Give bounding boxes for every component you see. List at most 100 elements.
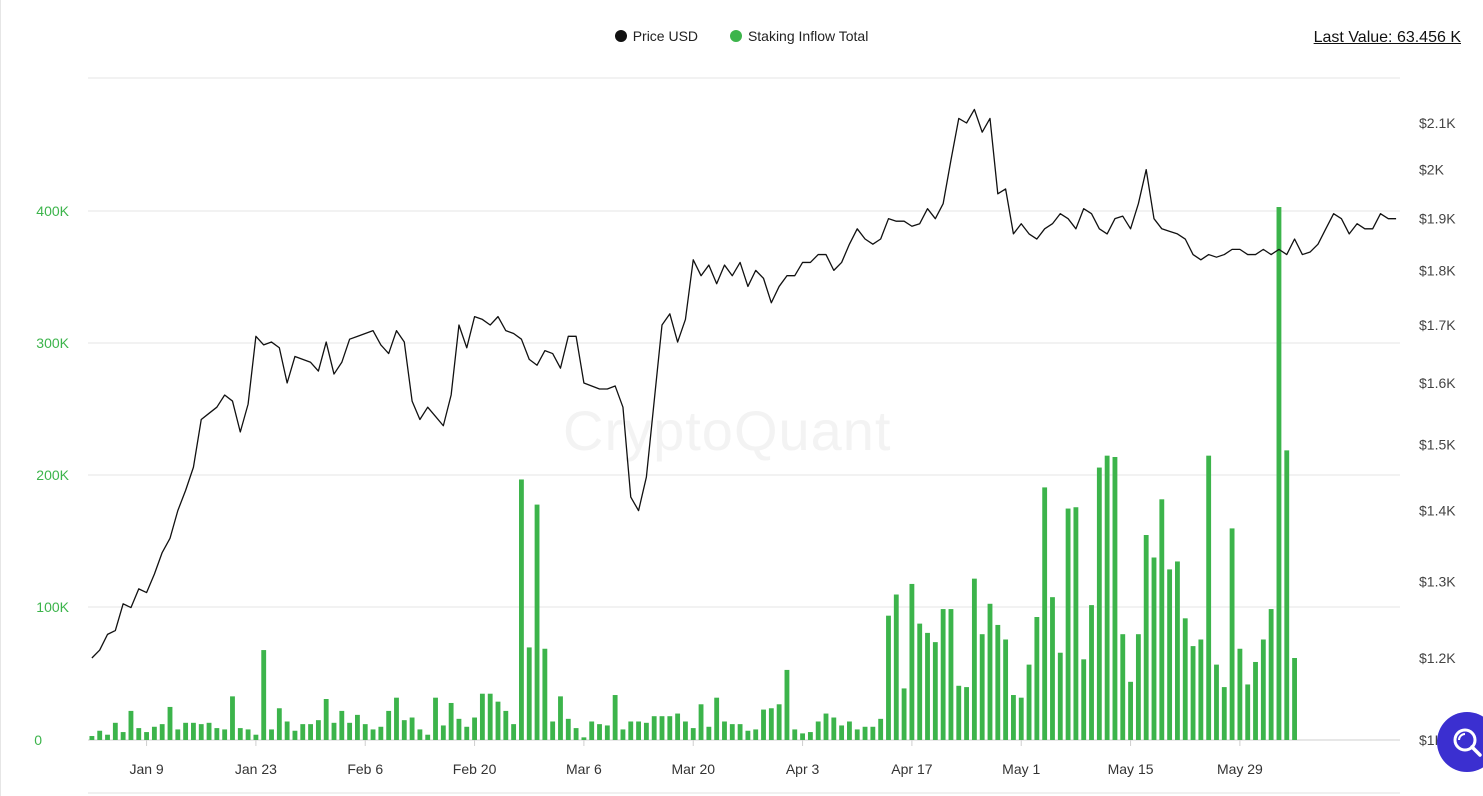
search-button[interactable] (1437, 712, 1483, 772)
staking-bar (1276, 207, 1282, 740)
staking-bar (1182, 618, 1188, 740)
staking-bar (550, 721, 556, 740)
left-axis-label: 0 (34, 732, 42, 748)
legend-item-price[interactable]: Price USD (614, 28, 698, 44)
staking-bar (589, 721, 595, 740)
staking-bar (386, 710, 392, 740)
staking-bar (245, 729, 251, 740)
staking-bar (339, 710, 345, 740)
staking-bar (105, 734, 110, 740)
staking-bar (378, 726, 384, 740)
staking-bar (97, 730, 103, 740)
staking-bar (1229, 528, 1235, 740)
last-value-link[interactable]: Last Value: 63.456 K (1313, 29, 1461, 46)
staking-bar (659, 716, 665, 740)
staking-bar (745, 730, 751, 740)
staking-bar (230, 696, 235, 740)
staking-bar (308, 724, 313, 740)
staking-bar (800, 733, 805, 740)
staking-bar (940, 609, 946, 740)
staking-bar (948, 609, 954, 740)
price-line (91, 108, 1397, 659)
staking-bar (1167, 569, 1173, 740)
staking-bar (1026, 664, 1032, 740)
staking-bar (183, 722, 189, 740)
staking-bar (1206, 455, 1212, 740)
right-axis-label: $1.2K (1419, 650, 1456, 666)
staking-bar (315, 720, 321, 740)
staking-bar (690, 728, 696, 740)
left-axis-label: 300K (36, 335, 69, 351)
staking-bar (464, 726, 470, 740)
staking-bar (511, 724, 517, 740)
staking-bar (597, 724, 602, 740)
staking-bar (1143, 535, 1149, 740)
staking-bar (1284, 450, 1290, 740)
staking-bar (917, 623, 923, 740)
staking-bar (323, 699, 329, 740)
staking-bar (987, 603, 993, 740)
staking-bar (401, 720, 407, 740)
staking-bar (776, 704, 782, 740)
staking-bar (1268, 609, 1274, 740)
staking-bar (503, 710, 509, 740)
staking-bar (440, 725, 446, 740)
staking-bar (175, 729, 181, 740)
staking-bar (792, 729, 798, 740)
staking-bar (136, 728, 142, 740)
staking-bar (675, 713, 681, 740)
right-axis-label: $1.6K (1419, 375, 1456, 391)
staking-bar (995, 624, 1001, 740)
staking-bar (604, 725, 610, 740)
staking-bar (362, 724, 368, 740)
x-tick-label: Apr 17 (891, 761, 932, 777)
staking-bar (253, 734, 259, 740)
staking-bar (1050, 597, 1055, 740)
staking-bar (886, 615, 891, 740)
staking-bar (167, 706, 173, 740)
staking-bar (276, 708, 282, 740)
staking-bar (1057, 652, 1063, 740)
staking-bar (347, 722, 353, 740)
x-tick-label: Jan 23 (235, 761, 277, 777)
staking-bar (636, 721, 641, 740)
staking-dot-icon (729, 30, 742, 42)
staking-bar (847, 721, 852, 740)
staking-bar (409, 717, 415, 740)
staking-bar (1034, 617, 1040, 740)
staking-bar (1245, 684, 1251, 740)
x-tick-label: Feb 20 (453, 761, 497, 777)
staking-bar (651, 716, 657, 740)
staking-bar (1214, 664, 1219, 740)
chart-legend: Price USD Staking Inflow Total (0, 28, 1483, 45)
staking-bar (870, 726, 876, 740)
staking-bar (1190, 646, 1196, 740)
staking-bar (448, 702, 454, 740)
staking-bar (620, 729, 626, 740)
grid-lines (88, 77, 1400, 794)
watermark-logo: CryptoQuant (563, 399, 892, 462)
staking-bar (956, 685, 962, 740)
staking-bar (878, 718, 884, 740)
staking-bar (1089, 605, 1094, 740)
staking-bar (1081, 659, 1087, 740)
staking-bar (1151, 557, 1157, 740)
staking-bar (714, 697, 720, 740)
staking-bar (456, 718, 462, 740)
staking-bar (612, 695, 618, 740)
staking-bar (214, 728, 220, 740)
staking-bar (932, 642, 938, 740)
staking-bar (222, 729, 228, 740)
staking-bar (355, 714, 360, 740)
left-axis-label: 100K (36, 599, 69, 615)
staking-bar (261, 650, 267, 740)
legend-item-staking[interactable]: Staking Inflow Total (729, 28, 868, 44)
x-tick-label: May 1 (1002, 761, 1040, 777)
staking-bar (1018, 697, 1024, 740)
staking-bar (1237, 648, 1243, 740)
staking-bar (191, 722, 196, 740)
staking-bar (417, 729, 423, 740)
staking-bar (120, 732, 126, 740)
staking-bar (269, 729, 274, 740)
